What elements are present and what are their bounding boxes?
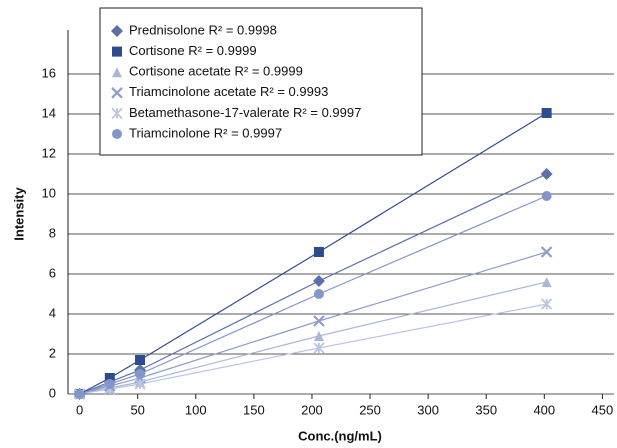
data-point — [104, 379, 115, 389]
legend-label: Cortisone acetate R² = 0.9999 — [129, 64, 303, 79]
series-line — [79, 281, 547, 395]
x-tick-label: 400 — [533, 402, 555, 417]
data-point — [540, 168, 553, 180]
series-line — [79, 173, 547, 395]
x-tick-label: 0 — [76, 402, 83, 417]
data-point — [134, 378, 146, 390]
data-point — [135, 369, 146, 379]
data-point — [312, 275, 325, 287]
x-tick-label: 300 — [417, 402, 439, 417]
data-point — [541, 277, 552, 287]
x-tick-label: 250 — [359, 402, 381, 417]
legend-label: Triamcinolone acetate R² = 0.9993 — [129, 84, 328, 99]
legend-marker — [111, 107, 123, 120]
y-tick-label: 4 — [49, 305, 56, 320]
y-tick-label: 16 — [42, 65, 56, 80]
legend-label: Prednisolone R² = 0.9998 — [129, 22, 277, 37]
data-point — [313, 289, 324, 299]
data-point — [313, 247, 324, 257]
y-axis-title: Intensity — [11, 187, 26, 241]
x-tick-label: 450 — [592, 402, 614, 417]
y-tick-label: 14 — [42, 105, 56, 120]
data-point — [541, 191, 552, 201]
data-point — [135, 355, 146, 365]
legend-marker — [112, 46, 122, 57]
y-tick-label: 10 — [42, 185, 56, 200]
y-tick-label: 6 — [49, 265, 56, 280]
y-tick-label: 12 — [42, 145, 56, 160]
legend-marker — [112, 129, 122, 139]
x-axis-title: Conc.(ng/mL) — [298, 428, 382, 443]
data-point — [104, 373, 115, 383]
x-tick-label: 100 — [185, 402, 207, 417]
data-point — [313, 342, 325, 354]
y-tick-label: 2 — [49, 345, 56, 360]
x-tick-label: 50 — [130, 402, 144, 417]
series-line — [79, 251, 547, 395]
data-point — [313, 315, 325, 327]
series-line — [79, 195, 547, 395]
data-point — [540, 246, 553, 258]
data-point — [74, 389, 85, 399]
data-point — [541, 108, 552, 118]
x-tick-label: 350 — [475, 402, 497, 417]
legend-box — [99, 7, 423, 156]
legend-marker — [112, 67, 122, 78]
legend-label: Betamethasone-17-valerate R² = 0.9997 — [129, 105, 361, 120]
y-tick-label: 8 — [49, 225, 56, 240]
legend-label: Cortisone R² = 0.9999 — [129, 43, 257, 58]
x-tick-label: 200 — [301, 402, 323, 417]
data-point — [313, 331, 324, 341]
y-tick-label: 0 — [49, 385, 56, 400]
legend-marker — [111, 25, 123, 37]
series-line — [79, 303, 547, 395]
data-point — [540, 298, 553, 310]
legend-marker — [111, 87, 123, 99]
legend-label: Triamcinolone R² = 0.9997 — [129, 125, 282, 140]
x-tick-label: 150 — [243, 402, 265, 417]
